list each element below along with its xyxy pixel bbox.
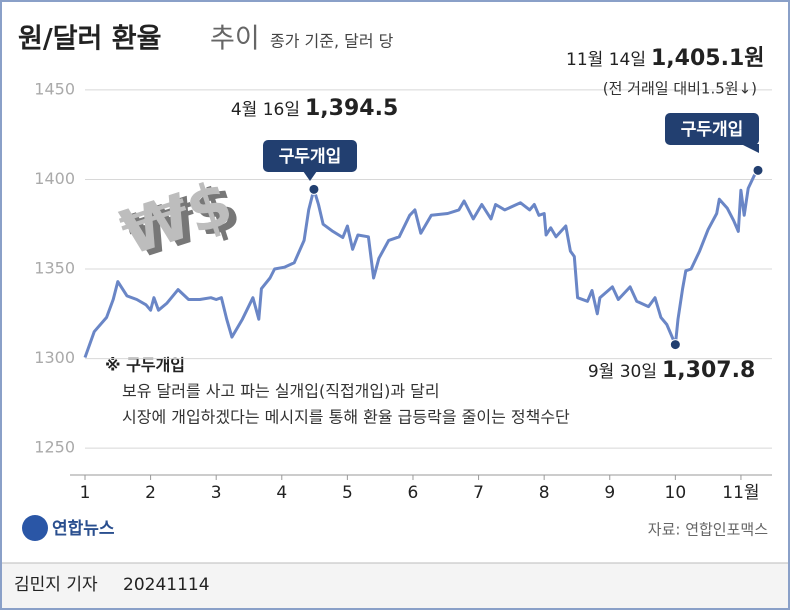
y-tick-label: 1250 xyxy=(34,438,75,457)
x-tick-label: 3 xyxy=(211,483,222,503)
annotation-note: (전 거래일 대비1.5원↓) xyxy=(603,80,757,98)
y-tick-label: 1350 xyxy=(34,259,75,278)
footnote-line: 시장에 개입하겠다는 메시지를 통해 환율 급등락을 줄이는 정책수단 xyxy=(122,408,570,427)
x-tick-label: 6 xyxy=(408,483,419,503)
byline: 김민지 기자 xyxy=(14,575,98,595)
logo: 연합뉴스 xyxy=(52,518,115,539)
annotation-value: 1,307.8 xyxy=(662,358,755,383)
x-tick-label: 1 xyxy=(80,483,91,503)
x-tick-label: 9 xyxy=(604,483,615,503)
date: 20241114 xyxy=(123,575,210,595)
footer-band xyxy=(2,563,788,608)
chart-title: 원/달러 환율 xyxy=(18,24,161,55)
highlight-point xyxy=(752,164,764,176)
y-tick-label: 1300 xyxy=(34,348,75,367)
logo-mark xyxy=(22,515,48,541)
x-tick-label: 10 xyxy=(665,483,687,503)
footnote-title: ※ 구두개입 xyxy=(105,356,185,375)
x-tick-label: 7 xyxy=(473,483,484,503)
callout-box xyxy=(263,140,357,172)
title-suffix: 추이 xyxy=(210,24,260,55)
source: 자료: 연합인포맥스 xyxy=(648,521,768,539)
callout-label: 구두개입 xyxy=(279,147,342,167)
y-tick-label: 1400 xyxy=(34,169,75,188)
callout-label: 구두개입 xyxy=(681,120,744,140)
footnote-line: 보유 달러를 사고 파는 실개입(직접개입)과 달리 xyxy=(122,382,440,401)
x-tick-label: 2 xyxy=(145,483,156,503)
callout-pointer xyxy=(741,144,759,153)
annotation-value: 1,405.1원 xyxy=(651,46,765,71)
annotation-date: 11월 14일 xyxy=(566,50,646,70)
callout-box xyxy=(665,113,759,145)
x-tick-label: 4 xyxy=(276,483,287,503)
callout-pointer xyxy=(303,171,317,181)
annotation-date: 9월 30일 xyxy=(588,362,657,382)
highlight-point xyxy=(669,339,681,351)
annotation-date: 4월 16일 xyxy=(231,100,300,120)
y-tick-label: 1450 xyxy=(34,79,75,98)
subtitle: 종가 기준, 달러 당 xyxy=(270,32,394,51)
annotation-value: 1,394.5 xyxy=(305,96,398,121)
x-tick-label: 11월 xyxy=(722,483,759,503)
highlight-point xyxy=(308,183,320,195)
x-tick-label: 8 xyxy=(539,483,550,503)
x-tick-label: 5 xyxy=(342,483,353,503)
